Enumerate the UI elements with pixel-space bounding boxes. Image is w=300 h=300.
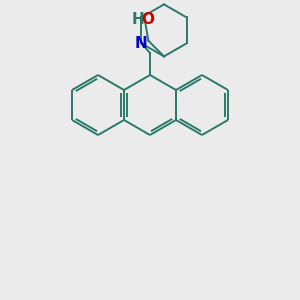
Text: H: H [132, 12, 144, 27]
Text: O: O [142, 12, 154, 27]
Text: N: N [135, 36, 148, 51]
